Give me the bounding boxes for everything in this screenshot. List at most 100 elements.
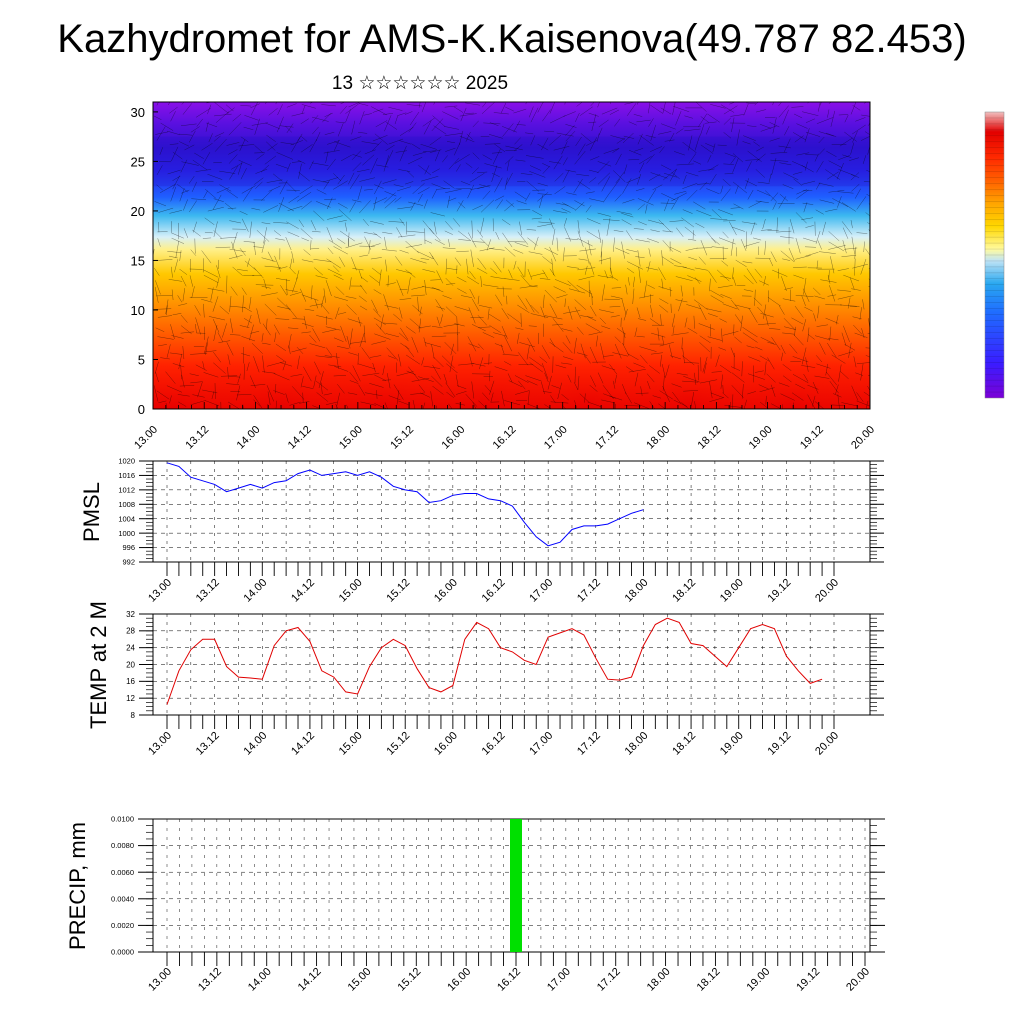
wind-streak	[195, 317, 201, 335]
wind-streak	[850, 102, 857, 115]
wind-streak	[662, 102, 666, 114]
wind-streak	[374, 133, 388, 145]
wind-streak	[382, 231, 393, 235]
wind-streak	[647, 238, 659, 243]
wind-streak	[206, 122, 218, 128]
wind-streak	[190, 249, 197, 256]
wind-streak	[589, 385, 598, 392]
wind-streak	[769, 122, 780, 128]
wind-streak	[856, 392, 864, 402]
wind-streak	[662, 375, 665, 391]
time-tick-label: 13.00	[132, 424, 160, 452]
wind-streak	[412, 183, 425, 194]
wind-streak	[155, 280, 161, 295]
wind-streak	[819, 342, 826, 355]
wind-streak	[410, 258, 427, 264]
wind-streak	[828, 160, 843, 168]
wind-streak	[387, 275, 389, 287]
wind-streak	[273, 230, 282, 236]
wind-streak	[373, 289, 382, 295]
wind-streak	[778, 145, 791, 149]
time-tick-label: 14.00	[246, 966, 274, 994]
wind-streak	[445, 382, 456, 398]
wind-streak	[458, 239, 471, 241]
y-tick-label: 24	[126, 643, 135, 652]
wind-streak	[502, 123, 514, 137]
wind-streak	[622, 132, 634, 144]
wind-streak	[548, 161, 561, 164]
wind-streak	[671, 197, 679, 210]
wind-streak	[650, 146, 663, 152]
wind-streak	[723, 132, 732, 139]
wind-streak	[514, 191, 527, 200]
wind-streak	[723, 220, 736, 222]
wind-streak	[374, 180, 382, 195]
wind-streak	[849, 306, 860, 308]
wind-streak	[480, 217, 485, 234]
time-tick-label: 16.12	[480, 577, 508, 605]
wind-streak	[674, 190, 687, 195]
time-tick-label: 20.00	[813, 577, 841, 605]
colorbar-levels	[985, 117, 1004, 393]
wind-streak	[322, 112, 332, 123]
time-tick-label: 15.12	[395, 966, 423, 994]
y-tick-label: 5	[138, 352, 145, 367]
wind-streak	[533, 236, 539, 250]
wind-streak	[828, 231, 840, 242]
wind-streak	[664, 198, 670, 212]
wind-streak	[480, 199, 495, 213]
wind-streak	[250, 102, 258, 116]
wind-streak	[588, 112, 599, 117]
page-subtitle: 13 ☆☆☆☆☆☆ 2025	[331, 73, 509, 94]
wind-streak	[717, 144, 727, 146]
wind-streak	[303, 315, 307, 329]
wind-streak	[651, 332, 666, 338]
time-tick-label: 19.12	[794, 966, 822, 994]
wind-streak	[267, 391, 271, 405]
wind-streak	[405, 240, 419, 254]
wind-streak	[759, 280, 769, 286]
wind-streak	[301, 294, 319, 301]
wind-streak	[827, 109, 830, 118]
wind-streak	[852, 124, 866, 135]
wind-streak	[664, 139, 675, 142]
wind-streak	[242, 404, 244, 409]
wind-streak	[384, 305, 399, 309]
wind-streak	[519, 221, 522, 236]
wind-streak	[573, 382, 579, 390]
wind-streak	[793, 178, 803, 186]
wind-streak	[274, 332, 277, 343]
wind-streak	[384, 115, 392, 132]
wind-streak	[291, 347, 307, 353]
wind-streak	[529, 362, 543, 373]
wind-streak	[169, 143, 179, 145]
wind-streak	[759, 387, 775, 393]
y-tick-label: 32	[126, 610, 135, 619]
wind-streak	[460, 295, 473, 298]
wind-streak	[345, 102, 360, 114]
wind-streak	[723, 117, 731, 125]
wind-streak	[327, 247, 334, 255]
wind-streak	[778, 305, 785, 315]
wind-streak	[314, 267, 324, 276]
wind-streak	[434, 239, 445, 245]
wind-streak	[609, 395, 623, 401]
wind-streak	[228, 154, 238, 164]
wind-streak	[227, 354, 231, 365]
wind-streak	[383, 155, 390, 172]
wind-streak	[477, 315, 487, 326]
wind-streak	[628, 369, 646, 373]
wind-streak	[495, 294, 503, 306]
wind-streak	[520, 313, 522, 327]
wind-streak	[504, 246, 516, 257]
wind-streak	[746, 102, 756, 105]
time-tick-label: 14.12	[289, 577, 317, 605]
wind-streak	[243, 241, 256, 243]
wind-streak	[372, 362, 376, 373]
wind-streak	[518, 380, 526, 390]
wind-streak	[328, 364, 342, 368]
wind-streak	[169, 106, 178, 114]
wind-streak	[371, 340, 387, 345]
wind-streak	[502, 354, 519, 356]
wind-streak	[772, 117, 777, 134]
